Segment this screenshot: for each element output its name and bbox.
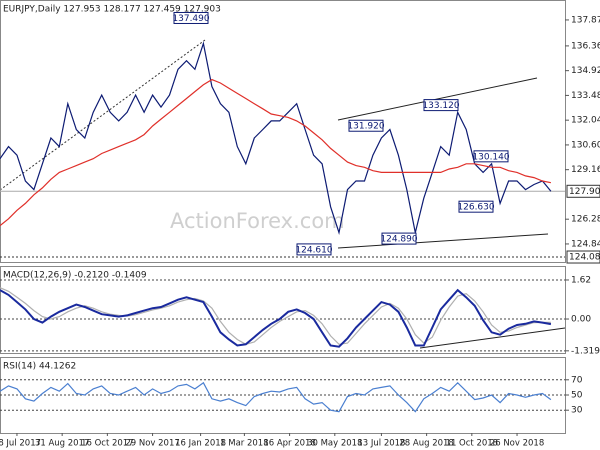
level-box bbox=[566, 250, 600, 264]
annotation-box bbox=[423, 99, 459, 112]
annotation-label: 124.890 bbox=[380, 235, 417, 245]
y-tick-label: 129.160 bbox=[571, 165, 600, 175]
annotation-box bbox=[381, 232, 417, 245]
panel-title: RSI(14) 44.1262 bbox=[3, 362, 76, 372]
panel-title: EURJPY,Daily 127.953 128.177 127.459 127… bbox=[3, 5, 221, 15]
x-tick-label: 16 Oct 2017 bbox=[81, 439, 134, 449]
annotation-box bbox=[173, 11, 209, 24]
annotation-box bbox=[348, 119, 384, 132]
level-label: 124.080 bbox=[569, 253, 600, 263]
macd-trend-line bbox=[419, 327, 566, 349]
y-tick-label: 133.480 bbox=[571, 91, 600, 101]
series-line bbox=[0, 41, 552, 235]
series-line bbox=[0, 287, 551, 345]
panel bbox=[0, 0, 566, 263]
annotation-label: 130.140 bbox=[472, 152, 509, 162]
last-price-label: 127.903 bbox=[569, 187, 600, 197]
y-tick-label: 132.040 bbox=[571, 116, 600, 126]
y-tick-label: 134.920 bbox=[571, 66, 600, 76]
y-tick-label: 124.840 bbox=[571, 239, 600, 249]
panel bbox=[0, 266, 566, 354]
annotation-label: 126.630 bbox=[457, 203, 494, 213]
x-tick-label: 18 Jul 2017 bbox=[0, 439, 41, 449]
y-tick-label: 30 bbox=[571, 406, 583, 416]
series-line bbox=[0, 288, 552, 348]
channel-line bbox=[337, 233, 549, 249]
channel-line bbox=[337, 77, 538, 121]
annotation-box bbox=[473, 150, 509, 163]
last-price-box bbox=[566, 184, 600, 198]
x-tick-label: 30 May 2018 bbox=[307, 439, 362, 449]
y-tick-label: 0.00 bbox=[571, 315, 591, 325]
x-tick-label: 16 Apr 2018 bbox=[263, 439, 316, 449]
watermark: ActionForex.com bbox=[170, 209, 345, 233]
y-tick-label: 130.600 bbox=[571, 140, 600, 150]
annotation-box bbox=[296, 243, 332, 256]
annotation-box bbox=[458, 200, 494, 213]
y-tick-label: 137.870 bbox=[571, 15, 600, 25]
annotation-label: 137.490 bbox=[172, 14, 209, 24]
annotation-label: 124.610 bbox=[295, 245, 332, 255]
series-line bbox=[0, 78, 552, 227]
y-tick-label: -1.3199 bbox=[571, 346, 600, 356]
annotation-label: 131.920 bbox=[347, 122, 384, 132]
y-tick-label: 50 bbox=[571, 391, 583, 401]
y-tick-label: 1.62 bbox=[571, 275, 591, 285]
y-tick-label: 70 bbox=[571, 375, 583, 385]
y-tick-label: 136.360 bbox=[571, 41, 600, 51]
x-tick-label: 16 Jan 2018 bbox=[175, 439, 226, 449]
x-tick-label: 11 Oct 2018 bbox=[446, 439, 499, 449]
x-tick-label: 1 Mar 2018 bbox=[220, 439, 268, 449]
annotation-label: 133.120 bbox=[422, 101, 459, 111]
y-tick-label: 126.280 bbox=[571, 215, 600, 225]
x-tick-label: 26 Nov 2018 bbox=[490, 439, 544, 449]
x-tick-label: 13 Jul 2018 bbox=[357, 439, 405, 449]
x-tick-label: 31 Aug 2017 bbox=[35, 439, 89, 449]
x-tick-label: 28 Aug 2018 bbox=[399, 439, 453, 449]
x-tick-label: 29 Nov 2017 bbox=[125, 439, 179, 449]
series-line bbox=[0, 381, 552, 413]
panel-title: MACD(12,26,9) -0.2120 -0.1409 bbox=[3, 271, 147, 281]
